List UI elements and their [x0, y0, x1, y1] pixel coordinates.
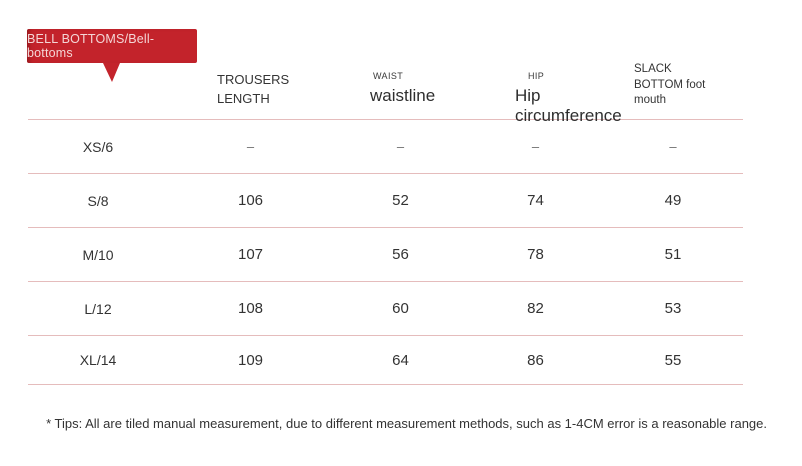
header-slack-line2: BOTTOM foot [634, 78, 706, 91]
category-badge: BELL BOTTOMS/Bell-bottoms [27, 29, 197, 82]
value-cell: 86 [527, 351, 544, 369]
table-row: M/10 107 56 78 51 [28, 228, 743, 282]
size-table-header: TROUSERS LENGTH WAIST waistline HIP Hip … [28, 58, 743, 125]
header-waist-small: WAIST [373, 71, 404, 81]
size-cell: L/12 [84, 300, 112, 317]
header-slack-bottom: SLACK BOTTOM foot mouth [603, 58, 743, 126]
value-cell: 109 [237, 351, 264, 369]
value-cell: 108 [237, 300, 264, 317]
value-cell: 49 [664, 192, 682, 209]
size-cell: XL/14 [79, 352, 117, 368]
value-cell: 64 [392, 351, 409, 369]
size-cell: XS/6 [82, 138, 114, 155]
tips-note: * Tips: All are tiled manual measurement… [46, 416, 767, 431]
header-trousers-length: TROUSERS LENGTH [168, 58, 333, 126]
value-cell: 74 [527, 192, 544, 209]
header-hip: HIP Hip circumference [468, 58, 622, 126]
table-row: L/12 108 60 82 53 [28, 282, 743, 336]
header-trousers-line1: TROUSERS [217, 72, 290, 87]
value-cell: – [531, 139, 540, 154]
header-hip-main: Hip circumference [515, 86, 622, 125]
header-slack-line3: mouth [634, 94, 666, 106]
size-table: TROUSERS LENGTH WAIST waistline HIP Hip … [28, 58, 743, 385]
value-cell: 51 [664, 246, 682, 263]
value-cell: – [669, 139, 677, 154]
value-cell: 55 [664, 351, 682, 369]
value-cell: 56 [392, 246, 409, 263]
value-cell: 60 [392, 300, 409, 317]
header-hip-small: HIP [528, 71, 545, 81]
size-cell: M/10 [82, 246, 114, 263]
badge-pointer-icon [103, 63, 120, 82]
value-cell: – [246, 139, 255, 154]
category-badge-label: BELL BOTTOMS/Bell-bottoms [27, 32, 155, 60]
header-waist-main: waistline [370, 86, 436, 105]
header-slack-line1: SLACK [634, 63, 672, 75]
table-row: S/8 106 52 74 49 [28, 174, 743, 228]
table-row: XL/14 109 64 86 55 [28, 336, 743, 385]
value-cell: 107 [237, 246, 264, 263]
value-cell: – [396, 139, 405, 154]
value-cell: 82 [527, 300, 544, 317]
value-cell: 52 [392, 192, 409, 209]
value-cell: 106 [237, 192, 264, 209]
header-waist: WAIST waistline [333, 58, 468, 126]
table-row: XS/6 – – – – [28, 120, 743, 174]
header-size-cell [28, 58, 168, 126]
value-cell: 53 [664, 300, 682, 317]
header-trousers-line2: LENGTH [217, 91, 270, 106]
size-cell: S/8 [87, 192, 109, 209]
value-cell: 78 [527, 246, 544, 263]
